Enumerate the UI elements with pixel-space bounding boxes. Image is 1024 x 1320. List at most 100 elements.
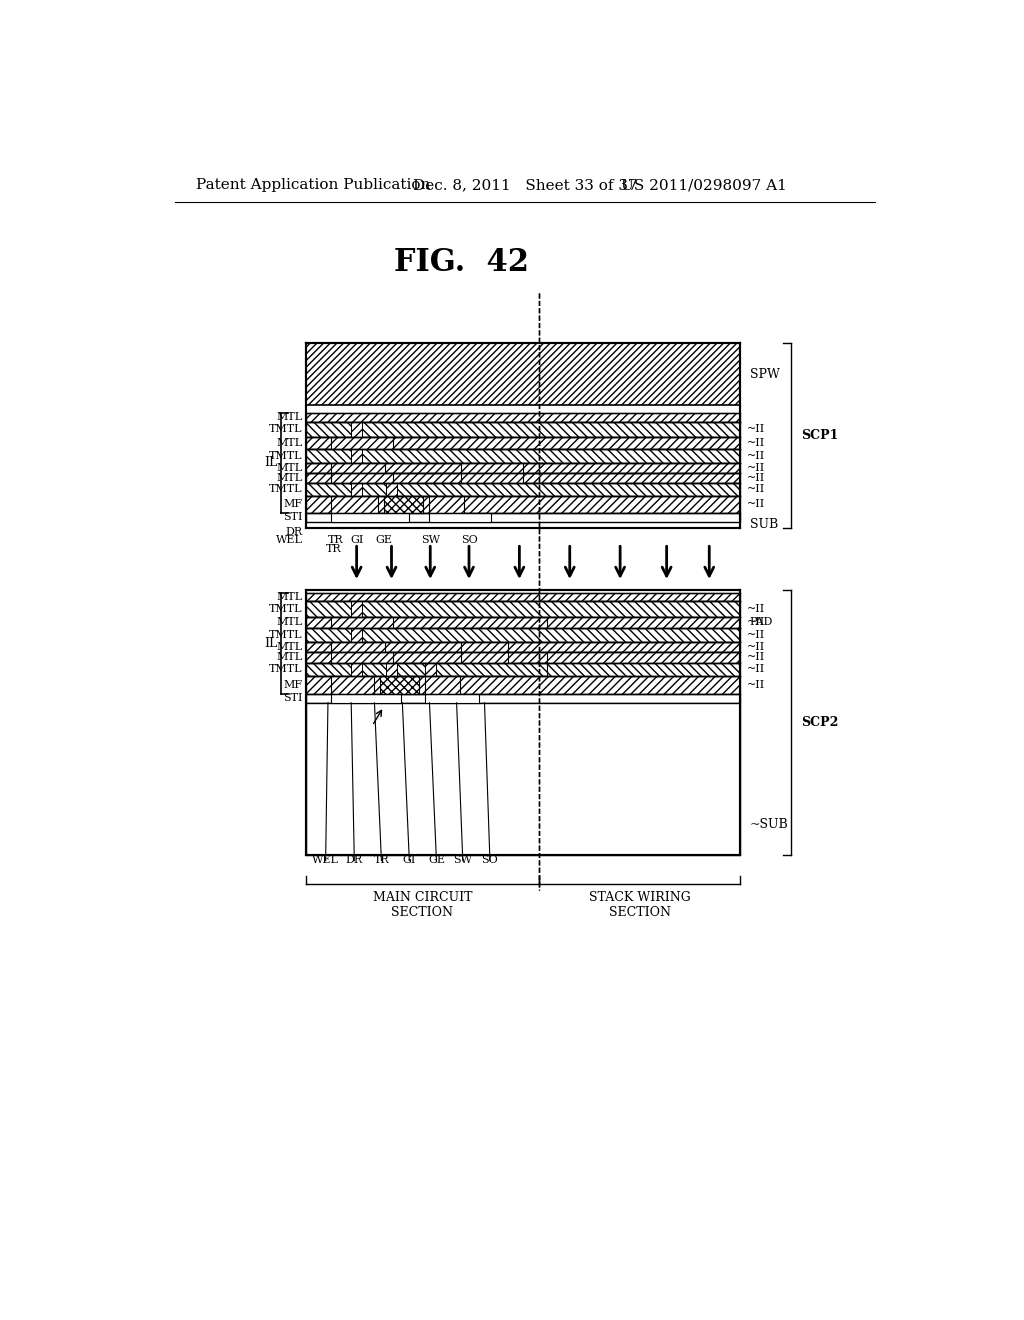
Bar [306,437,740,449]
Text: ~II: ~II [746,438,765,447]
Text: MTL: MTL [276,642,302,652]
Text: TR: TR [328,536,344,545]
Text: MTL: MTL [276,438,302,447]
Bar [386,663,397,676]
Bar [306,422,740,437]
Bar [331,642,385,652]
Text: GI: GI [350,536,364,545]
Bar [331,512,409,521]
Text: STACK WIRING
SECTION: STACK WIRING SECTION [589,891,690,920]
Bar [331,462,385,473]
Text: DR: DR [286,527,302,537]
Text: SO: SO [461,536,477,545]
Bar [306,616,740,628]
Bar [306,652,740,663]
Text: WEL: WEL [312,855,339,866]
Text: MTL: MTL [276,652,302,663]
Bar [331,473,393,483]
Bar [306,628,740,642]
Bar [461,473,523,483]
Bar [306,642,740,652]
Text: ~II: ~II [746,603,765,614]
Bar [429,496,464,512]
Text: TMTL: TMTL [269,484,302,495]
Bar [380,676,419,693]
Bar [306,512,740,521]
Text: TMTL: TMTL [269,603,302,614]
Text: TMTL: TMTL [269,664,302,675]
Text: SW: SW [454,855,472,866]
Text: FIG.  42: FIG. 42 [394,247,528,277]
Text: MTL: MTL [276,593,302,602]
Bar [306,496,740,512]
Bar [331,437,393,449]
Bar [306,412,740,422]
Text: MF: MF [284,499,302,510]
Bar [425,676,460,693]
Text: MTL: MTL [276,462,302,473]
Bar [306,693,740,702]
Text: TMTL: TMTL [269,450,302,461]
Text: ~II: ~II [746,652,765,663]
Bar [306,343,740,405]
Bar [386,483,397,496]
Bar [384,496,423,512]
Text: GI: GI [402,855,416,866]
Bar [351,449,362,462]
Bar [425,693,479,702]
Bar [547,616,738,628]
Bar [306,663,740,676]
Bar [351,663,362,676]
Bar [351,422,362,437]
Text: ~SUB: ~SUB [750,818,788,832]
Text: TR: TR [374,855,389,866]
Text: SPW: SPW [750,367,779,380]
Bar [461,652,508,663]
Text: ~II: ~II [746,425,765,434]
Bar [306,483,740,496]
Bar [306,594,740,601]
Text: MAIN CIRCUIT
SECTION: MAIN CIRCUIT SECTION [373,891,472,920]
Text: TR: TR [326,544,341,554]
Text: ~II: ~II [746,450,765,461]
Text: SCP1: SCP1 [802,429,839,442]
Bar [547,663,738,676]
Text: SW: SW [421,536,439,545]
Bar [306,702,740,855]
Text: GE: GE [428,855,445,866]
Text: SCP2: SCP2 [802,715,839,729]
Text: SUB: SUB [750,519,778,532]
Text: MTL: MTL [276,412,302,422]
Bar [331,496,378,512]
Bar [351,483,362,496]
Text: ~II: ~II [746,680,765,689]
Text: ~II: ~II [746,462,765,473]
Bar [331,676,374,693]
Bar [425,663,435,676]
Text: US 2011/0298097 A1: US 2011/0298097 A1 [621,178,786,193]
Text: MTL: MTL [276,618,302,627]
Bar [351,628,362,642]
Text: SO: SO [481,855,499,866]
Text: PAD: PAD [750,618,773,627]
Text: ~II: ~II [746,499,765,510]
Text: ~II: ~II [746,484,765,495]
Bar [461,642,508,652]
Bar [351,601,362,616]
Bar [306,473,740,483]
Text: ~II: ~II [746,664,765,675]
Text: ~II: ~II [746,630,765,640]
Text: ~II: ~II [746,642,765,652]
Text: WEL: WEL [275,536,302,545]
Bar [331,693,400,702]
Text: IL: IL [264,455,278,469]
Bar [306,462,740,473]
Bar [306,601,740,616]
Text: MF: MF [284,680,302,689]
Text: ~II: ~II [746,618,765,627]
Text: TMTL: TMTL [269,425,302,434]
Text: STI: STI [283,693,302,704]
Text: ~II: ~II [746,473,765,483]
Text: GE: GE [375,536,392,545]
Text: TMTL: TMTL [269,630,302,640]
